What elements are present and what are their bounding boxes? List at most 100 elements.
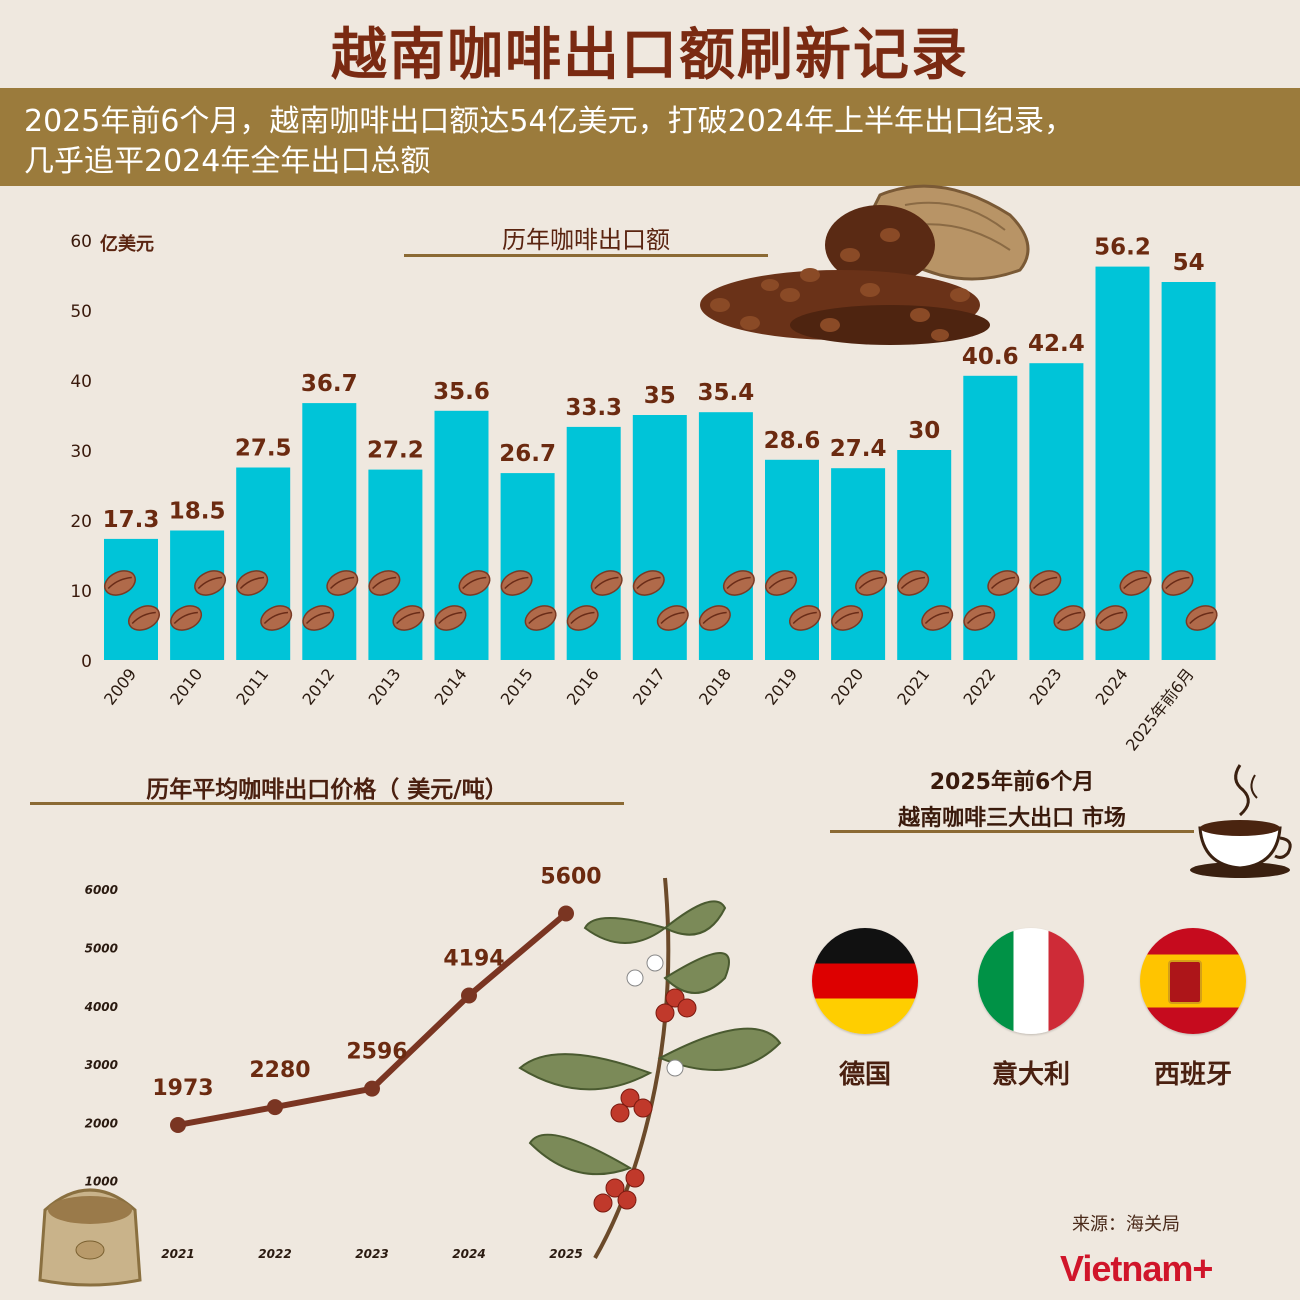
coffee-bean-icon [855,570,888,596]
bar-chart-unit-label: 亿美元 [100,234,154,255]
x-tick-label: 2014 [431,665,471,709]
markets-title: 越南咖啡三大出口 市场 [898,806,1126,831]
line-point [267,1099,283,1116]
coffee-bean-icon [987,570,1020,596]
coffee-bean-icon [1161,570,1194,596]
bar-value-label: 35 [644,383,676,409]
bar [765,459,819,660]
x-tick-label: 2015 [497,665,537,709]
coffee-bean-icon [566,605,599,631]
coffee-bean-icon [1185,605,1218,631]
bar-value-label: 28.6 [764,428,821,454]
bar-value-label: 36.7 [301,371,358,397]
bar [170,530,225,660]
y-tick-label: 60 [70,232,92,252]
x-tick-label: 2023 [355,1247,388,1261]
bar-value-label: 27.5 [235,436,292,462]
line-value-label: 5600 [540,865,601,890]
bar-value-label: 18.5 [169,499,226,525]
bar-value-label: 27.4 [830,436,887,462]
coffee-bean-icon [104,570,136,596]
x-tick-label: 2012 [298,665,338,709]
y-tick-label: 40 [70,372,92,392]
coffee-bean-icon [128,605,160,631]
bar [368,469,423,660]
coffee-bean-icon [500,570,533,596]
x-tick-label: 2017 [629,665,669,709]
subtitle-line-1: 2025年前6个月，越南咖啡出口额达54亿美元，打破2024年上半年出口纪录， [24,104,1074,139]
x-tick-label: 2022 [258,1247,291,1261]
coffee-bean-icon [722,570,755,596]
bar [897,450,952,660]
x-tick-label: 2022 [959,665,999,709]
coffee-bean-icon [434,605,467,631]
coffee-bean-icon [194,570,227,596]
subtitle-line-2: 几乎追平2024年全年出口总额 [24,144,431,179]
line-chart: 1000 2000 3000 4000 5000 6000 1973 2280 2596 419… [84,865,602,1261]
x-tick-label: 2024 [452,1247,485,1261]
coffee-sack-icon [38,1188,142,1287]
x-tick-label: 2023 [1026,665,1066,709]
coffee-bean-icon [368,570,401,596]
bar [1161,282,1216,660]
y-tick-label: 50 [70,302,92,322]
x-tick-label: 2021 [893,665,933,709]
line-value-label: 1973 [152,1076,213,1101]
subtitle-banner: 2025年前6个月，越南咖啡出口额达54亿美元，打破2024年上半年出口纪录， … [0,88,1300,186]
coffee-bean-icon [392,605,425,631]
bar [1095,266,1150,660]
coffee-bean-icon [170,605,203,631]
coffee-bean-icon [524,605,557,631]
x-tick-label: 2018 [695,665,735,709]
line-chart-title: 历年平均咖啡出口价格（ 美元/吨） [146,777,508,803]
coffee-bean-icon [632,570,665,596]
line-point [461,987,477,1004]
line-value-label: 4194 [443,946,504,971]
coffee-bean-icon [458,570,491,596]
coffee-sack-icon [700,184,1030,345]
y-tick-label: 2000 [85,1116,118,1130]
x-tick-label: 2024 [1092,665,1132,709]
y-tick-label: 20 [70,512,92,532]
bar-value-label: 54 [1173,250,1205,276]
bar-value-label: 33.3 [565,395,622,421]
bar-value-label: 17.3 [103,507,160,533]
coffee-bean-icon [302,605,335,631]
coffee-bean-icon [789,605,821,631]
coffee-bean-icon [1029,570,1062,596]
x-tick-label: 2025 [549,1247,582,1261]
x-tick-label: 2010 [166,665,206,709]
coffee-bean-icon [326,570,359,596]
x-tick-label: 2020 [827,665,867,709]
x-tick-label: 2021 [161,1247,194,1261]
source-note: 来源：海关局 [1072,1214,1180,1235]
brand-logo: Vietnam+ [1060,1248,1213,1289]
bar-value-label: 27.2 [367,438,424,464]
x-tick-label: 2025年前6月 [1122,665,1198,755]
y-tick-label: 5000 [85,942,118,956]
line-point [558,905,574,922]
line-value-label: 2280 [249,1058,310,1083]
coffee-bean-icon [260,605,293,631]
coffee-bean-icon [1053,605,1086,631]
bar-value-label: 42.4 [1028,331,1085,357]
market-germany-label: 德国 [838,1060,891,1090]
x-tick-label: 2011 [232,665,272,709]
market-spain-label: 西班牙 [1153,1060,1232,1090]
line-value-label: 2596 [346,1040,407,1065]
italy-flag-icon [978,928,1084,1034]
line-chart-title-rule [30,802,624,805]
coffee-bean-icon [1095,605,1128,631]
bar-chart-title-rule [404,254,768,257]
y-tick-label: 4000 [84,1000,118,1014]
bar-chart: 0 10 20 30 40 50 60 17.3 18.5 27.5 36.7 27.2 35.6 26… [70,232,1218,755]
spain-flag-icon [1140,928,1246,1034]
x-tick-label: 2016 [563,665,603,709]
coffee-bean-icon [590,570,623,596]
market-italy-label: 意大利 [991,1060,1070,1090]
bar [500,473,555,660]
bar [236,467,291,660]
bar-value-label: 35.4 [698,380,755,406]
bar-value-label: 40.6 [962,344,1019,370]
